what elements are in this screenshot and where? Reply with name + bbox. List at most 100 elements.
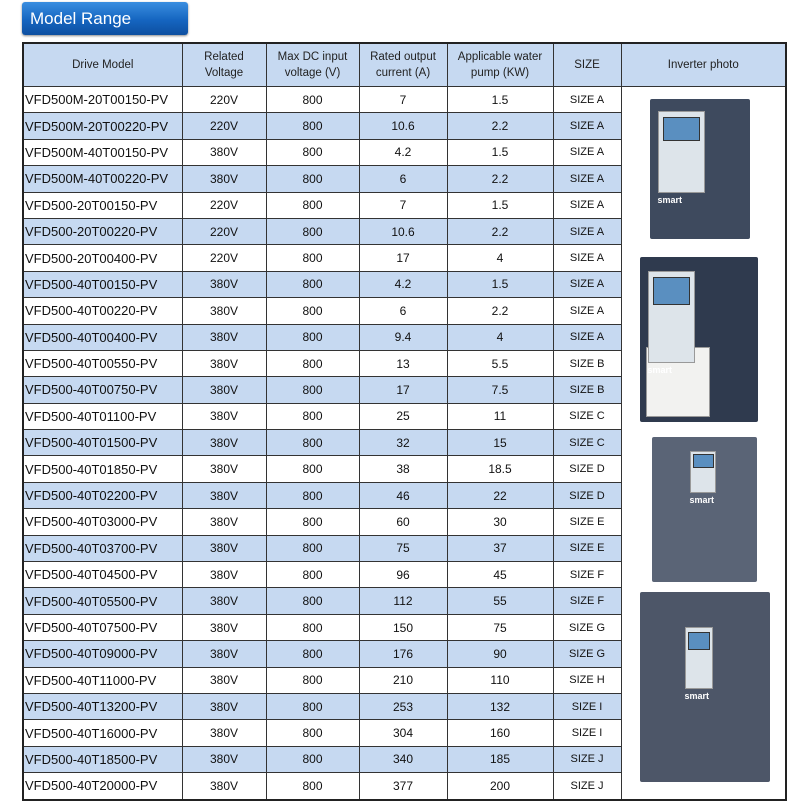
- cell-size: SIZE G: [552, 640, 622, 668]
- cell-drive-model: VFD500-40T01100-PV: [22, 402, 183, 431]
- cell-related-voltage: 220V: [181, 244, 267, 272]
- cell-rated-current: 7: [358, 191, 448, 219]
- cell-pump-power: 4: [446, 323, 554, 351]
- cell-rated-current: 17: [358, 244, 448, 272]
- cell-size: SIZE I: [552, 692, 622, 721]
- cell-size: SIZE D: [552, 481, 622, 510]
- cell-size: SIZE J: [552, 772, 622, 801]
- cell-max-dc-input: 800: [265, 270, 360, 299]
- brand-logo: smart: [689, 495, 715, 505]
- cell-pump-power: 160: [446, 719, 554, 747]
- cell-pump-power: 22: [446, 481, 554, 510]
- cell-size: SIZE F: [552, 561, 622, 589]
- cell-max-dc-input: 800: [265, 402, 360, 431]
- cell-rated-current: 75: [358, 534, 448, 563]
- cell-rated-current: 96: [358, 561, 448, 589]
- cell-related-voltage: 380V: [181, 745, 267, 774]
- table-row: VFD500-40T00750-PV 380V 800 17 7.5 SIZE B: [22, 376, 786, 404]
- cell-pump-power: 1.5: [446, 138, 554, 167]
- cell-related-voltage: 380V: [181, 165, 267, 193]
- cell-drive-model: VFD500M-40T00150-PV: [22, 138, 183, 167]
- cell-size: SIZE A: [552, 323, 622, 351]
- table-row: VFD500-40T16000-PV 380V 800 304 160 SIZE I: [22, 719, 786, 747]
- cell-size: SIZE I: [552, 719, 622, 747]
- cell-drive-model: VFD500-40T13200-PV: [22, 692, 183, 721]
- cell-size: SIZE C: [552, 429, 622, 457]
- cell-rated-current: 38: [358, 455, 448, 483]
- cell-pump-power: 132: [446, 692, 554, 721]
- cell-size: SIZE A: [552, 85, 622, 114]
- table-row: VFD500-20T00220-PV 220V 800 10.6 2.2 SIZE A: [22, 217, 786, 246]
- cell-size: SIZE A: [552, 165, 622, 193]
- cell-pump-power: 75: [446, 613, 554, 642]
- cell-max-dc-input: 800: [265, 376, 360, 404]
- cell-related-voltage: 380V: [181, 376, 267, 404]
- cell-drive-model: VFD500-40T00750-PV: [22, 376, 183, 404]
- cell-drive-model: VFD500-40T00550-PV: [22, 349, 183, 378]
- cell-related-voltage: 380V: [181, 719, 267, 747]
- cell-max-dc-input: 800: [265, 508, 360, 536]
- cell-size: SIZE B: [552, 376, 622, 404]
- cell-size: SIZE A: [552, 270, 622, 299]
- cell-drive-model: VFD500M-20T00150-PV: [22, 85, 183, 114]
- table-row: VFD500-40T18500-PV 380V 800 340 185 SIZE J: [22, 745, 786, 774]
- table-row: VFD500-40T07500-PV 380V 800 150 75 SIZE G: [22, 613, 786, 642]
- cell-max-dc-input: 800: [265, 138, 360, 167]
- cell-size: SIZE A: [552, 297, 622, 325]
- cell-drive-model: VFD500-40T03000-PV: [22, 508, 183, 536]
- cell-max-dc-input: 800: [265, 112, 360, 140]
- cell-pump-power: 55: [446, 587, 554, 615]
- cell-pump-power: 1.5: [446, 270, 554, 299]
- cell-related-voltage: 380V: [181, 508, 267, 536]
- cell-related-voltage: 220V: [181, 191, 267, 219]
- cell-drive-model: VFD500-40T20000-PV: [22, 772, 183, 801]
- cell-pump-power: 18.5: [446, 455, 554, 483]
- inverter-photos: smart smart smart smart: [620, 85, 787, 801]
- cell-rated-current: 7: [358, 85, 448, 114]
- cell-pump-power: 1.5: [446, 85, 554, 114]
- cell-max-dc-input: 800: [265, 191, 360, 219]
- cell-related-voltage: 220V: [181, 85, 267, 114]
- table-row: VFD500-40T20000-PV 380V 800 377 200 SIZE J: [22, 772, 786, 801]
- cell-size: SIZE F: [552, 587, 622, 615]
- cell-drive-model: VFD500-40T18500-PV: [22, 745, 183, 774]
- cell-max-dc-input: 800: [265, 613, 360, 642]
- cell-rated-current: 17: [358, 376, 448, 404]
- header-rated-current: Rated output current (A): [358, 42, 448, 87]
- cell-drive-model: VFD500-40T00400-PV: [22, 323, 183, 351]
- table-row: VFD500-40T04500-PV 380V 800 96 45 SIZE F: [22, 561, 786, 589]
- cell-max-dc-input: 800: [265, 349, 360, 378]
- cell-max-dc-input: 800: [265, 719, 360, 747]
- cell-pump-power: 2.2: [446, 165, 554, 193]
- cell-max-dc-input: 800: [265, 165, 360, 193]
- cell-related-voltage: 380V: [181, 587, 267, 615]
- cell-drive-model: VFD500-40T01850-PV: [22, 455, 183, 483]
- display-screen: [663, 116, 701, 142]
- table-row: VFD500-40T02200-PV 380V 800 46 22 SIZE D: [22, 481, 786, 510]
- brand-logo: smart: [684, 691, 710, 701]
- header-max-dc-input: Max DC input voltage (V): [265, 42, 360, 87]
- cell-rated-current: 6: [358, 297, 448, 325]
- brand-logo: smart: [657, 195, 683, 205]
- cell-related-voltage: 380V: [181, 402, 267, 431]
- cell-drive-model: VFD500-20T00400-PV: [22, 244, 183, 272]
- cell-max-dc-input: 800: [265, 429, 360, 457]
- cell-rated-current: 253: [358, 692, 448, 721]
- header-pump-power: Applicable water pump (KW): [446, 42, 554, 87]
- cell-size: SIZE H: [552, 666, 622, 694]
- inverter-photo-4: smart: [639, 592, 770, 782]
- cell-drive-model: VFD500-40T05500-PV: [22, 587, 183, 615]
- display-screen: [688, 631, 711, 651]
- cell-related-voltage: 380V: [181, 613, 267, 642]
- table-row: VFD500-40T11000-PV 380V 800 210 110 SIZE H: [22, 666, 786, 694]
- table-row: VFD500-40T01100-PV 380V 800 25 11 SIZE C: [22, 402, 786, 431]
- cell-max-dc-input: 800: [265, 772, 360, 801]
- cell-size: SIZE G: [552, 613, 622, 642]
- cell-pump-power: 30: [446, 508, 554, 536]
- cell-pump-power: 4: [446, 244, 554, 272]
- cell-drive-model: VFD500-40T16000-PV: [22, 719, 183, 747]
- cell-rated-current: 176: [358, 640, 448, 668]
- cell-drive-model: VFD500-40T00220-PV: [22, 297, 183, 325]
- cell-pump-power: 90: [446, 640, 554, 668]
- cell-pump-power: 2.2: [446, 217, 554, 246]
